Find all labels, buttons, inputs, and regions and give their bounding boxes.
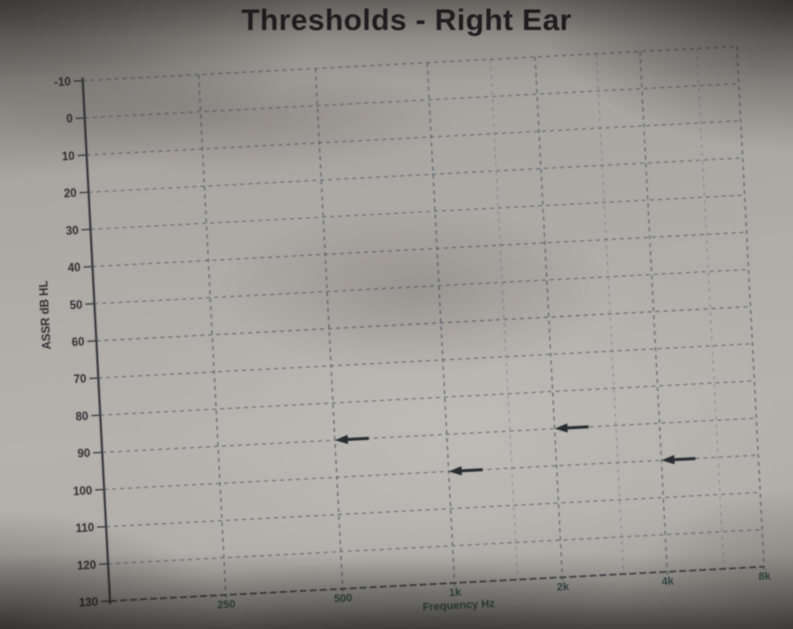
gridline-h-60db bbox=[96, 306, 751, 342]
gridline-h-0db bbox=[84, 83, 739, 119]
y-tick-label-20: 20 bbox=[64, 188, 77, 201]
x-tick-label-500: 500 bbox=[334, 592, 353, 605]
threshold-marker-1000hz-left-arrow-icon bbox=[448, 466, 483, 476]
gridline-h-110db bbox=[106, 491, 761, 528]
gridline-h-10db bbox=[86, 120, 741, 156]
gridline-h-50db bbox=[94, 268, 749, 305]
y-tick-label-10: 10 bbox=[62, 151, 75, 164]
x-tick-label-8k: 8k bbox=[758, 570, 772, 583]
y-tick-label-30: 30 bbox=[65, 225, 78, 238]
y-tick-label--10: -10 bbox=[54, 76, 71, 89]
y-tick-label-70: 70 bbox=[73, 374, 86, 387]
gridline-h-120db bbox=[108, 528, 763, 565]
gridline-h-30db bbox=[90, 194, 745, 230]
y-tick-label-110: 110 bbox=[75, 522, 94, 535]
x-tick-label-1k: 1k bbox=[449, 587, 463, 600]
y-tick-label-120: 120 bbox=[77, 559, 97, 572]
y-axis-tick-labels: -10 0 10 20 30 40 50 60 70 80 90 100 110 120 130 bbox=[54, 76, 99, 610]
threshold-marker-4000hz-left-arrow-icon bbox=[661, 455, 696, 465]
gridline-h--10db bbox=[82, 45, 737, 82]
gridline-h-100db bbox=[104, 454, 759, 491]
threshold-marker-2000hz-left-arrow-icon bbox=[554, 423, 589, 433]
threshold-markers bbox=[334, 423, 696, 476]
y-tick-label-90: 90 bbox=[77, 448, 90, 461]
gridline-h-70db bbox=[98, 343, 753, 379]
gridline-h-80db bbox=[100, 380, 755, 416]
chart-area: -10 0 10 20 30 40 50 60 70 80 90 100 110 120 130 250 50… bbox=[38, 45, 772, 614]
y-tick-label-60: 60 bbox=[71, 336, 84, 349]
y-axis-title: ASSR dB HL bbox=[38, 280, 54, 350]
x-axis-title: Frequency Hz bbox=[422, 598, 495, 614]
y-tick-label-50: 50 bbox=[69, 299, 82, 312]
y-tick-label-0: 0 bbox=[66, 114, 73, 126]
y-tick-label-80: 80 bbox=[75, 411, 88, 424]
gridline-h-20db bbox=[88, 157, 743, 193]
x-tick-label-2k: 2k bbox=[556, 581, 570, 594]
threshold-marker-500hz-left-arrow-icon bbox=[334, 434, 369, 445]
x-tick-label-4k: 4k bbox=[661, 575, 675, 588]
x-tick-label-250: 250 bbox=[217, 598, 236, 611]
y-tick-label-40: 40 bbox=[67, 262, 80, 275]
y-tick-label-130: 130 bbox=[79, 597, 99, 610]
gridline-h-90db bbox=[102, 417, 757, 453]
y-tick-label-100: 100 bbox=[73, 485, 93, 498]
gridline-h-40db bbox=[92, 231, 747, 268]
horizontal-gridlines bbox=[82, 45, 765, 602]
